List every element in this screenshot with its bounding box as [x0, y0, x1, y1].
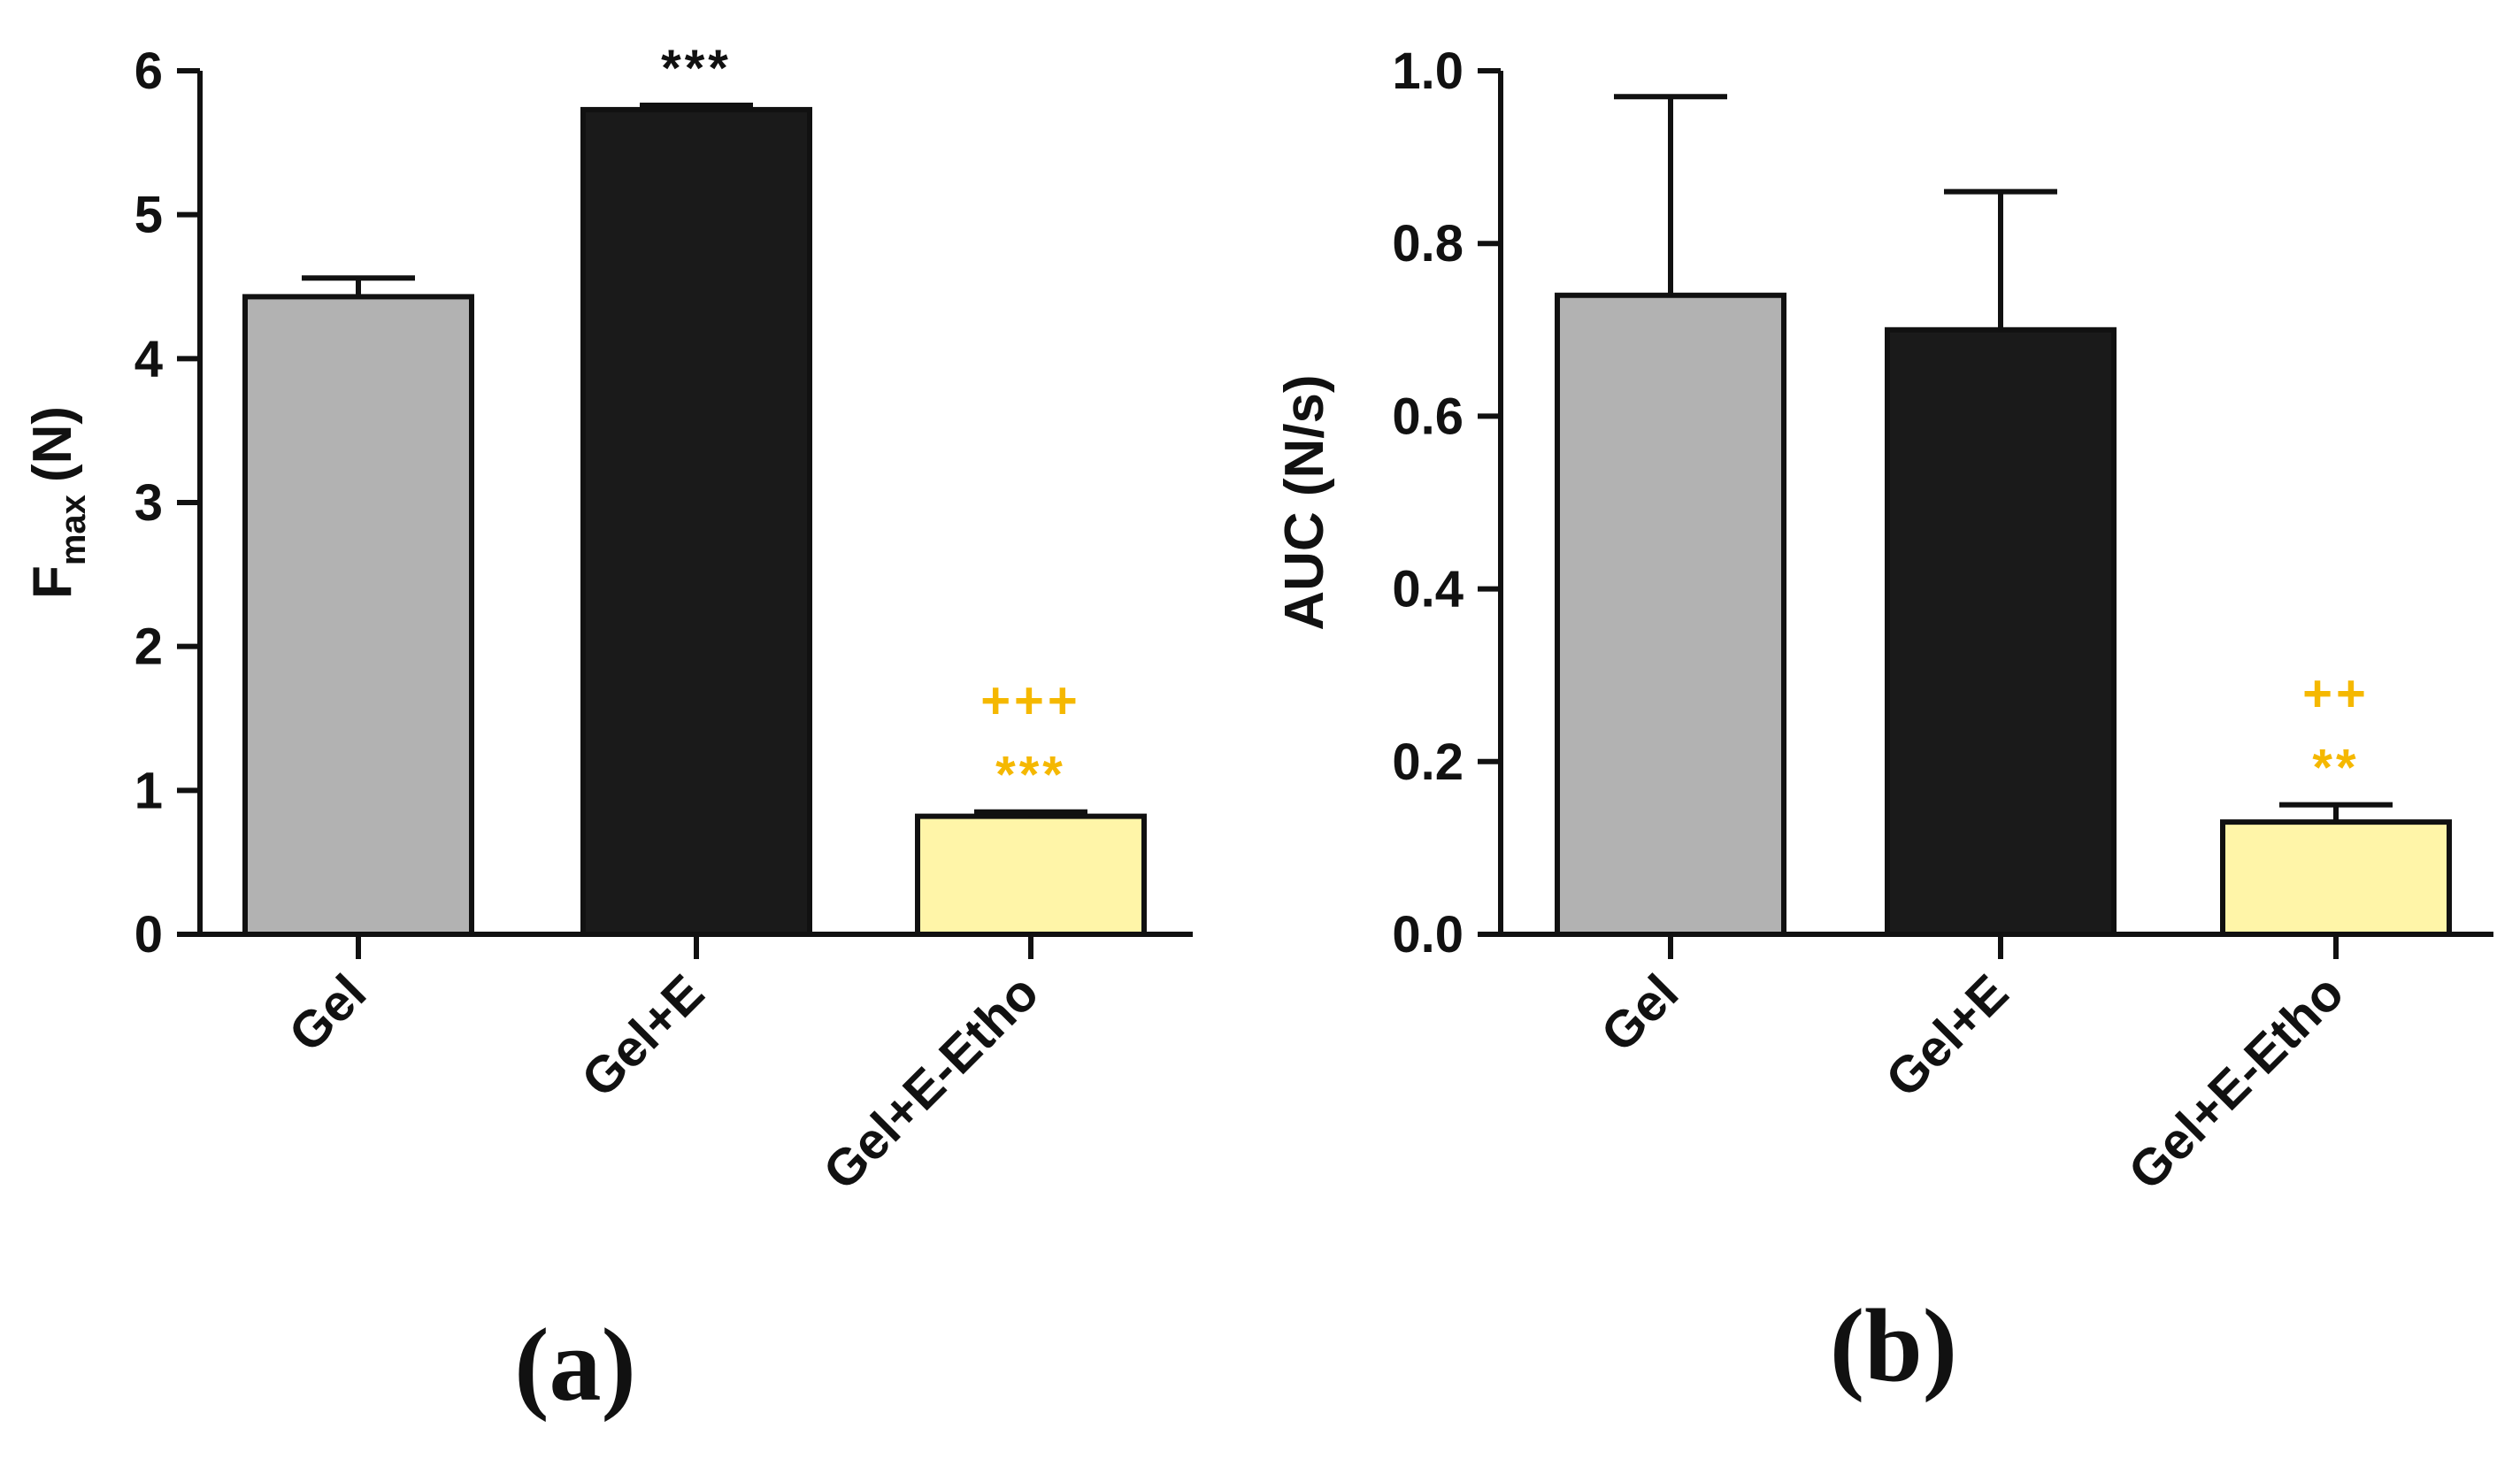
panel-a-chart: 0 1 2 3 4 5 6 Gel Gel+E Gel+E-Etho *** +++ *** Fmax (N… — [22, 40, 1193, 1423]
x-tick-label: Gel — [1590, 963, 1689, 1063]
x-tick-label: Gel+E-Etho — [2117, 963, 2355, 1201]
significance-marker: *** — [661, 40, 732, 97]
significance-marker: ++ — [2302, 665, 2370, 723]
y-tick-label: 3 — [134, 474, 163, 532]
y-tick-label: 0.8 — [1392, 215, 1464, 273]
panel-b-chart: 0.0 0.2 0.4 0.6 0.8 1.0 Gel Gel+E Gel+E-Etho ++ **… — [1274, 42, 2493, 1403]
panel-label: (a) — [514, 1307, 636, 1423]
y-tick-label: 0.0 — [1392, 906, 1464, 963]
y-axis-title-unit: (N) — [22, 406, 83, 482]
y-tick-label: 0 — [134, 906, 163, 963]
bar-gel — [242, 294, 474, 937]
significance-marker: +++ — [980, 672, 1081, 730]
y-tick-label: 6 — [134, 42, 163, 100]
significance-marker: ** — [2312, 740, 2359, 797]
x-tick-label: Gel+E-Etho — [812, 963, 1049, 1201]
x-tick-label: Gel+E — [1875, 963, 2019, 1108]
y-axis-title: Fmax (N) — [22, 406, 93, 599]
y-tick-label: 0.6 — [1392, 388, 1464, 445]
y-axis-title-main: F — [22, 565, 83, 599]
bar-gel-e — [580, 106, 812, 938]
bar-gel-e-etho — [2220, 819, 2452, 937]
bar-gel — [1555, 292, 1786, 937]
y-tick-label: 1 — [134, 762, 163, 819]
x-tick-label: Gel+E — [571, 963, 715, 1108]
y-tick-label: 0.2 — [1392, 733, 1464, 791]
y-tick-label: 2 — [134, 618, 163, 676]
significance-marker: *** — [995, 747, 1066, 804]
x-tick-label: Gel — [278, 963, 377, 1063]
bar-gel-e — [1885, 326, 2117, 937]
y-tick-label: 5 — [134, 187, 163, 244]
panel-label: (b) — [1830, 1287, 1957, 1403]
y-axis-title: AUC (N/s) — [1274, 374, 1335, 630]
y-tick-label: 4 — [134, 330, 163, 388]
y-axis-title-subscript: max — [54, 495, 93, 565]
y-tick-label: 1.0 — [1392, 42, 1464, 100]
y-tick-label: 0.4 — [1392, 561, 1464, 618]
bar-gel-e-etho — [915, 813, 1147, 938]
